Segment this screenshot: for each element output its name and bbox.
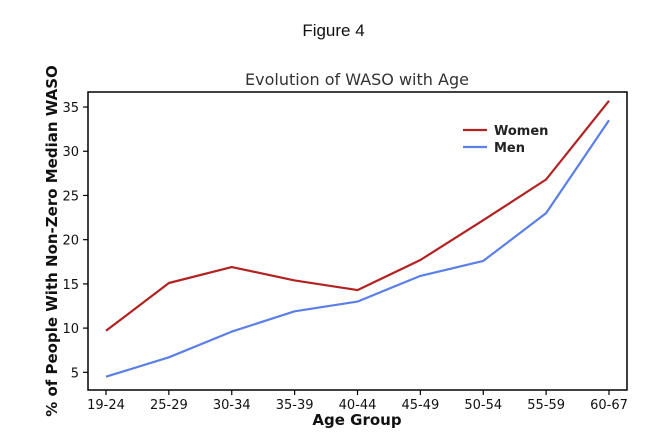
x-tick-label: 19-24 — [87, 398, 125, 413]
series-layer — [105, 100, 610, 378]
y-tick-label: 10 — [62, 322, 79, 337]
x-tick-label: 40-44 — [339, 398, 377, 413]
x-axis-title: Age Group — [312, 411, 401, 429]
x-tick-label: 25-29 — [150, 398, 188, 413]
y-tick-label: 25 — [62, 189, 79, 204]
x-axis: 19-24 25-29 30-34 35-39 40-44 45-49 50-54 55-59… — [87, 390, 628, 413]
x-tick-label: 30-34 — [213, 398, 251, 413]
y-tick-label: 20 — [62, 234, 79, 249]
y-tick-label: 5 — [71, 366, 79, 381]
chart-title: Evolution of WASO with Age — [245, 70, 469, 89]
legend: Women Men — [463, 124, 548, 156]
legend-label-men: Men — [494, 141, 525, 156]
legend-label-women: Women — [494, 124, 548, 139]
y-tick-label: 35 — [62, 101, 79, 116]
x-tick-label: 50-54 — [464, 398, 502, 413]
figure-label: Figure 4 — [302, 21, 365, 40]
x-tick-label: 35-39 — [276, 398, 314, 413]
series-line-women — [105, 100, 610, 332]
y-tick-label: 30 — [62, 145, 79, 160]
y-axis: 5 10 15 20 25 30 35 — [62, 101, 88, 381]
series-line-men — [105, 119, 610, 378]
x-tick-label: 45-49 — [401, 398, 439, 413]
y-tick-label: 15 — [62, 278, 79, 293]
x-tick-label: 55-59 — [527, 398, 565, 413]
y-axis-title: % of People With Non-Zero Median WASO — [43, 65, 61, 417]
x-tick-label: 60-67 — [590, 398, 628, 413]
